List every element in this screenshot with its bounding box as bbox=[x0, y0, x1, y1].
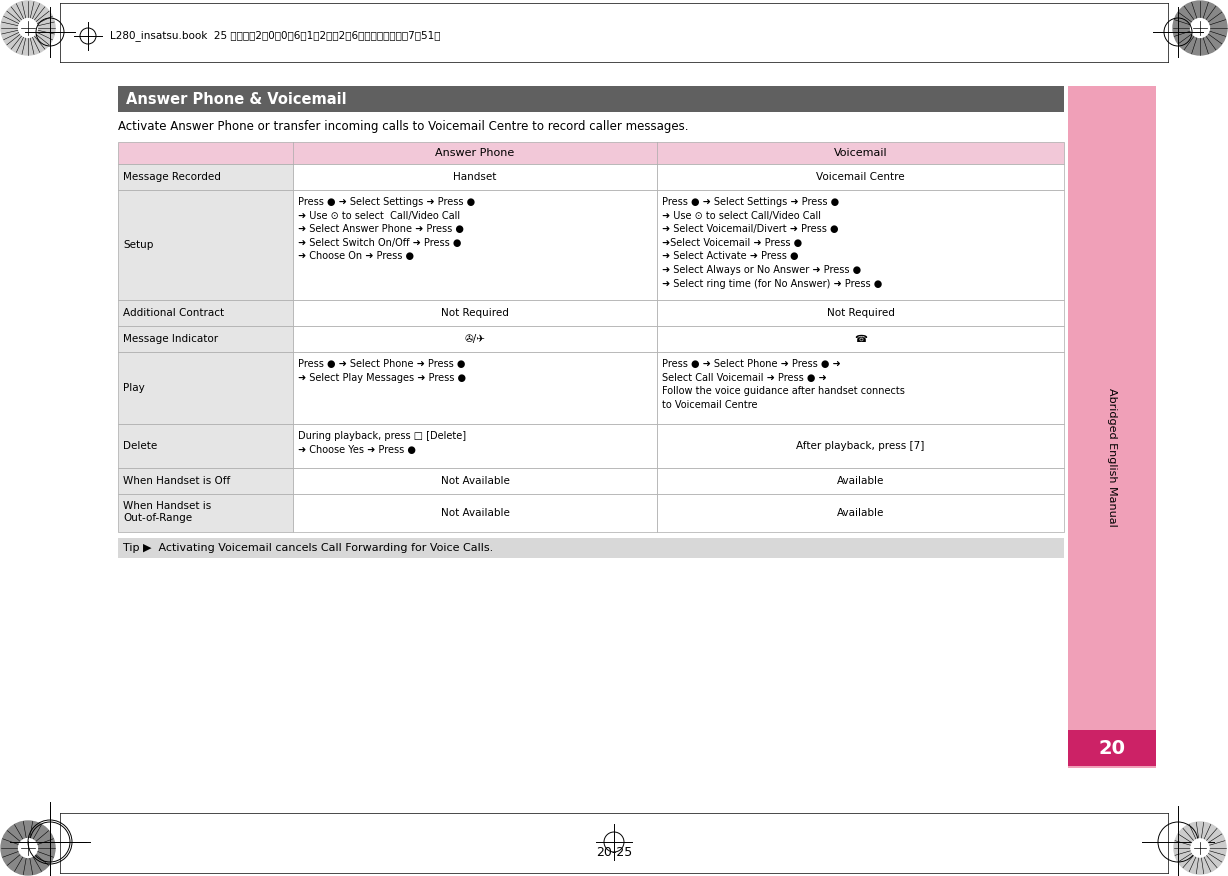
Text: Press ● ➜ Select Phone ➜ Press ● ➜
Select Call Voicemail ➜ Press ● ➜
Follow the : Press ● ➜ Select Phone ➜ Press ● ➜ Selec… bbox=[662, 359, 905, 410]
Text: Tip ▶  Activating Voicemail cancels Call Forwarding for Voice Calls.: Tip ▶ Activating Voicemail cancels Call … bbox=[123, 543, 494, 553]
Bar bbox=[657, 494, 1063, 532]
Circle shape bbox=[1, 821, 55, 875]
Text: Answer Phone: Answer Phone bbox=[436, 148, 515, 158]
Circle shape bbox=[1191, 18, 1210, 38]
Bar bbox=[293, 352, 657, 424]
Bar bbox=[118, 326, 293, 352]
Bar bbox=[118, 352, 293, 424]
Bar bbox=[118, 190, 293, 300]
Bar bbox=[657, 164, 1063, 190]
Text: Message Recorded: Message Recorded bbox=[123, 172, 221, 182]
Text: Not Available: Not Available bbox=[441, 476, 510, 486]
Text: Not Required: Not Required bbox=[441, 308, 510, 318]
Text: Play: Play bbox=[123, 383, 145, 393]
Text: ☎: ☎ bbox=[855, 334, 867, 344]
Bar bbox=[293, 300, 657, 326]
Bar bbox=[118, 494, 293, 532]
Text: When Handset is
Out-of-Range: When Handset is Out-of-Range bbox=[123, 501, 211, 523]
Bar bbox=[657, 424, 1063, 468]
Text: Activate Answer Phone or transfer incoming calls to Voicemail Centre to record c: Activate Answer Phone or transfer incomi… bbox=[118, 120, 689, 133]
Bar bbox=[293, 468, 657, 494]
Text: Press ● ➜ Select Settings ➜ Press ●
➜ Use ⊙ to select Call/Video Call
➜ Select V: Press ● ➜ Select Settings ➜ Press ● ➜ Us… bbox=[662, 197, 883, 288]
Bar bbox=[1068, 730, 1156, 766]
Text: Answer Phone & Voicemail: Answer Phone & Voicemail bbox=[126, 91, 346, 107]
Bar bbox=[293, 326, 657, 352]
Bar bbox=[118, 86, 1063, 112]
Text: Available: Available bbox=[837, 508, 884, 518]
Text: Handset: Handset bbox=[453, 172, 497, 182]
Text: Not Available: Not Available bbox=[441, 508, 510, 518]
Circle shape bbox=[1174, 822, 1226, 874]
Circle shape bbox=[18, 838, 37, 858]
Bar bbox=[293, 494, 657, 532]
Bar bbox=[657, 468, 1063, 494]
Text: L280_insatsu.book  25 ページ　2　0　0　6年1　2月　2　6日　火曜日　午後7晈51分: L280_insatsu.book 25 ページ 2 0 0 6年1 2月 2 … bbox=[111, 31, 441, 41]
Bar bbox=[293, 164, 657, 190]
Circle shape bbox=[1, 1, 55, 55]
Text: 20-25: 20-25 bbox=[596, 845, 632, 858]
Text: Delete: Delete bbox=[123, 441, 157, 451]
Bar bbox=[1068, 86, 1156, 768]
Bar bbox=[657, 300, 1063, 326]
Bar bbox=[118, 164, 293, 190]
Text: 20: 20 bbox=[1099, 738, 1126, 758]
Text: Additional Contract: Additional Contract bbox=[123, 308, 225, 318]
Text: During playback, press □ [Delete]
➜ Choose Yes ➜ Press ●: During playback, press □ [Delete] ➜ Choo… bbox=[298, 431, 467, 455]
Bar bbox=[293, 424, 657, 468]
Circle shape bbox=[1191, 839, 1210, 857]
Text: Not Required: Not Required bbox=[826, 308, 894, 318]
Text: Press ● ➜ Select Settings ➜ Press ●
➜ Use ⊙ to select  Call/Video Call
➜ Select : Press ● ➜ Select Settings ➜ Press ● ➜ Us… bbox=[298, 197, 475, 261]
Circle shape bbox=[1173, 1, 1227, 55]
Text: Voicemail: Voicemail bbox=[834, 148, 888, 158]
Bar bbox=[118, 424, 293, 468]
Bar bbox=[118, 538, 1063, 558]
Bar bbox=[657, 352, 1063, 424]
Text: Press ● ➜ Select Phone ➜ Press ●
➜ Select Play Messages ➜ Press ●: Press ● ➜ Select Phone ➜ Press ● ➜ Selec… bbox=[298, 359, 465, 383]
Circle shape bbox=[18, 18, 37, 38]
Bar bbox=[118, 142, 1063, 164]
Bar bbox=[118, 300, 293, 326]
Text: Message Indicator: Message Indicator bbox=[123, 334, 219, 344]
Bar bbox=[293, 190, 657, 300]
Text: Setup: Setup bbox=[123, 240, 154, 250]
Text: Available: Available bbox=[837, 476, 884, 486]
Text: Abridged English Manual: Abridged English Manual bbox=[1106, 387, 1117, 526]
Text: After playback, press [7]: After playback, press [7] bbox=[797, 441, 925, 451]
Bar bbox=[657, 190, 1063, 300]
Text: When Handset is Off: When Handset is Off bbox=[123, 476, 231, 486]
Bar bbox=[657, 326, 1063, 352]
Text: Voicemail Centre: Voicemail Centre bbox=[817, 172, 905, 182]
Text: ✇/✈: ✇/✈ bbox=[464, 334, 485, 344]
Bar bbox=[118, 468, 293, 494]
